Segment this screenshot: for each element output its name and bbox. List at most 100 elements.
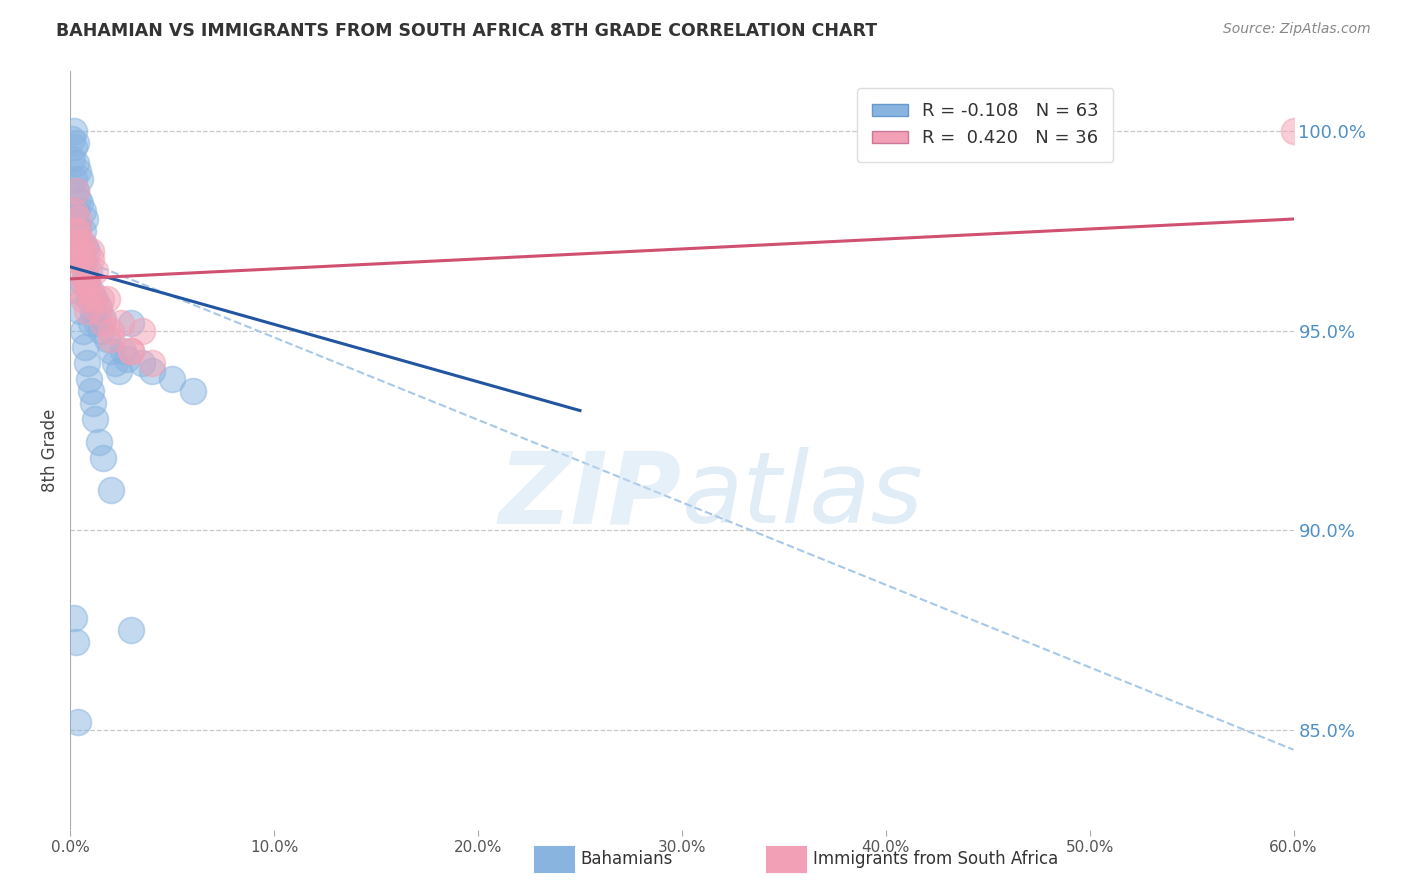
Point: [87, 303, 110, 318]
Point: [77, 284, 100, 298]
Point: [117, 351, 139, 366]
Point: [90, 292, 112, 306]
Point: [72, 244, 94, 258]
Point: [63, 172, 86, 186]
Point: [79, 244, 103, 258]
Point: [60, 152, 83, 166]
Point: [91, 316, 114, 330]
Point: [65, 264, 87, 278]
Point: [76, 272, 98, 286]
Point: [141, 356, 163, 370]
Point: [72, 324, 94, 338]
Point: [104, 356, 127, 370]
Point: [69, 172, 91, 186]
Point: [91, 451, 114, 466]
Point: [83, 264, 105, 278]
Point: [141, 364, 163, 378]
Point: [67, 164, 90, 178]
Point: [77, 371, 100, 385]
Point: [67, 192, 90, 206]
Point: [69, 303, 91, 318]
Point: [100, 483, 122, 498]
Point: [65, 635, 87, 649]
Point: [73, 340, 96, 354]
Legend: R = -0.108   N = 63, R =  0.420   N = 36: R = -0.108 N = 63, R = 0.420 N = 36: [858, 88, 1114, 161]
Point: [72, 224, 94, 238]
Text: atlas: atlas: [682, 448, 924, 544]
Point: [67, 284, 90, 298]
Point: [63, 235, 86, 250]
Text: Immigrants from South Africa: Immigrants from South Africa: [813, 850, 1057, 868]
Point: [69, 196, 91, 211]
Text: BAHAMIAN VS IMMIGRANTS FROM SOUTH AFRICA 8TH GRADE CORRELATION CHART: BAHAMIAN VS IMMIGRANTS FROM SOUTH AFRICA…: [56, 22, 877, 40]
Point: [90, 324, 112, 338]
Point: [110, 316, 132, 330]
Point: [60, 132, 83, 146]
Point: [82, 395, 104, 409]
Text: Bahamians: Bahamians: [581, 850, 673, 868]
Point: [162, 371, 183, 385]
Point: [108, 364, 131, 378]
Point: [72, 235, 94, 250]
Point: [121, 343, 143, 358]
Text: ZIP: ZIP: [499, 448, 682, 544]
Point: [79, 316, 103, 330]
Point: [76, 356, 98, 370]
Point: [72, 292, 94, 306]
Point: [79, 252, 103, 266]
Point: [121, 316, 143, 330]
Point: [76, 303, 98, 318]
Point: [65, 184, 87, 198]
Point: [131, 356, 153, 370]
Point: [82, 303, 104, 318]
Point: [121, 343, 143, 358]
Point: [69, 235, 91, 250]
Point: [112, 343, 135, 358]
Text: Source: ZipAtlas.com: Source: ZipAtlas.com: [1223, 22, 1371, 37]
Point: [83, 292, 105, 306]
Point: [67, 219, 90, 234]
Point: [72, 252, 94, 266]
Point: [67, 714, 90, 729]
Point: [1282, 124, 1305, 138]
Point: [100, 343, 122, 358]
Point: [69, 252, 91, 266]
Point: [121, 623, 143, 637]
Point: [63, 140, 86, 154]
Point: [79, 284, 103, 298]
Point: [86, 316, 108, 330]
Point: [67, 212, 90, 227]
Point: [65, 136, 87, 151]
Point: [181, 384, 204, 398]
Point: [65, 224, 87, 238]
Point: [67, 252, 90, 266]
Point: [96, 292, 118, 306]
Point: [131, 324, 153, 338]
Y-axis label: 8th Grade: 8th Grade: [41, 409, 59, 492]
Point: [87, 435, 110, 450]
Point: [69, 235, 91, 250]
Point: [69, 284, 91, 298]
Point: [77, 292, 100, 306]
Point: [76, 276, 98, 290]
Point: [65, 227, 87, 242]
Point: [63, 204, 86, 219]
Point: [72, 204, 94, 219]
Point: [72, 276, 94, 290]
Point: [65, 184, 87, 198]
Point: [77, 264, 100, 278]
Point: [100, 332, 122, 346]
Point: [65, 204, 87, 219]
Point: [83, 411, 105, 425]
Point: [67, 224, 90, 238]
Point: [76, 244, 98, 258]
Point: [76, 276, 98, 290]
Point: [100, 324, 122, 338]
Point: [82, 292, 104, 306]
Point: [63, 611, 86, 625]
Point: [63, 252, 86, 266]
Point: [63, 124, 86, 138]
Point: [60, 252, 83, 266]
Point: [73, 264, 96, 278]
Point: [73, 268, 96, 282]
